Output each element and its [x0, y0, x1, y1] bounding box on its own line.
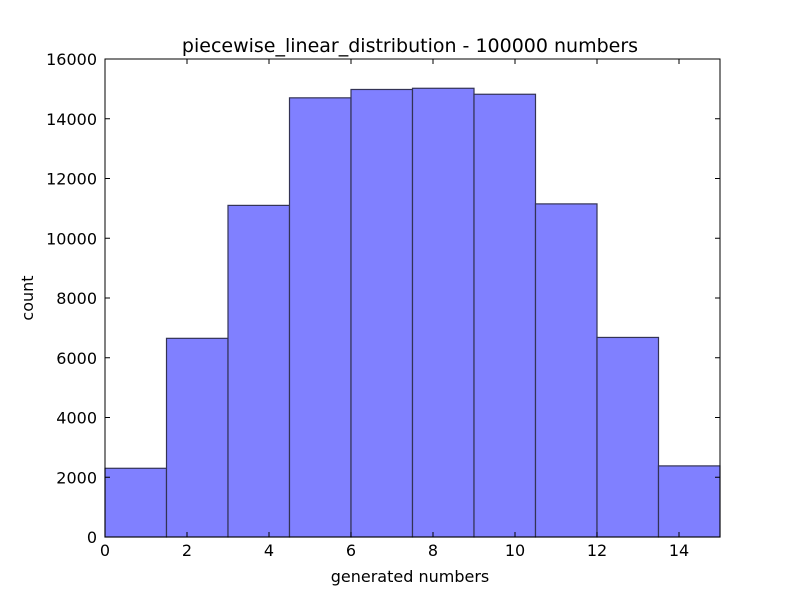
- histogram-bar-3: [288, 97, 352, 538]
- y-tick-label: 6000: [56, 349, 97, 368]
- x-tick-label: 12: [587, 541, 607, 560]
- histogram-bar-5: [411, 87, 475, 538]
- chart-title: piecewise_linear_distribution - 100000 n…: [182, 35, 638, 57]
- y-tick-label: 4000: [56, 409, 97, 428]
- histogram-bar-7: [534, 203, 598, 538]
- y-tick-label: 2000: [56, 468, 97, 487]
- histogram-bar-2: [227, 204, 291, 538]
- y-tick-label: 14000: [46, 110, 97, 129]
- histogram-bar-9: [657, 465, 721, 538]
- y-tick-label: 10000: [46, 229, 97, 248]
- histogram-bar-4: [350, 88, 414, 538]
- ticks-group: 0 2 4 6 8 10 12 14 0 2000 4000 6000 8000 10000 12000 14…: [46, 50, 720, 560]
- y-tick-label: 0: [87, 528, 97, 547]
- histogram-bar-1: [165, 337, 229, 538]
- x-tick-label: 6: [346, 541, 356, 560]
- histogram-bar-0: [104, 467, 168, 538]
- x-axis-label: generated numbers: [331, 567, 490, 586]
- x-tick-label: 4: [264, 541, 274, 560]
- bars-group: [104, 87, 721, 538]
- x-tick-label: 0: [100, 541, 110, 560]
- histogram-bar-8: [596, 336, 660, 538]
- y-tick-label: 12000: [46, 170, 97, 189]
- y-tick-label: 16000: [46, 50, 97, 69]
- y-tick-label: 8000: [56, 289, 97, 308]
- histogram-bar-6: [473, 93, 537, 538]
- x-tick-label: 14: [669, 541, 689, 560]
- x-tick-label: 10: [505, 541, 525, 560]
- y-axis-label: count: [18, 275, 37, 320]
- x-tick-label: 8: [428, 541, 438, 560]
- x-tick-label: 2: [182, 541, 192, 560]
